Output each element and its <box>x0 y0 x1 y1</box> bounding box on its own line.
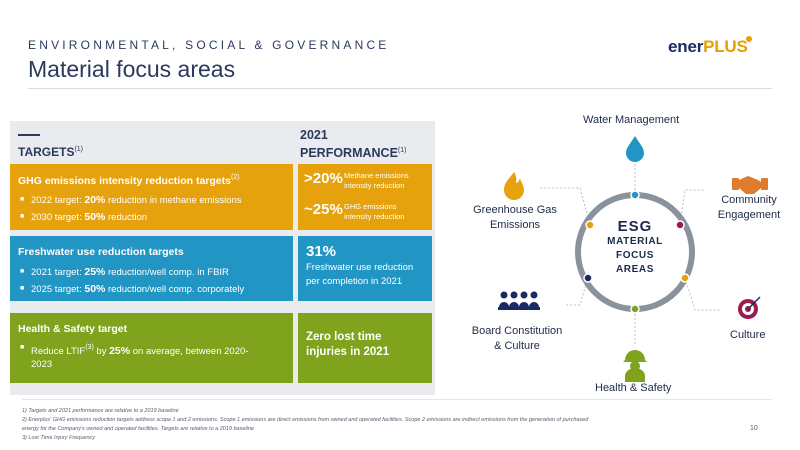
methane-performance: >20% Methane emissions intensity reductio… <box>304 170 409 191</box>
footnotes: 1) Targets and 2021 performance are rela… <box>22 407 722 443</box>
footer-divider <box>22 399 772 400</box>
targets-heading: TARGETS(1) <box>18 145 84 159</box>
page-number: 10 <box>750 425 758 432</box>
safety-performance-box: Zero lost time injuries in 2021 <box>298 313 432 383</box>
label-greenhouse-gas: Greenhouse Gas Emissions <box>473 204 557 231</box>
freshwater-performance-box: 31% Freshwater use reduction per completi… <box>298 236 432 301</box>
water-drop-icon <box>626 136 644 162</box>
list-item: ■ 2025 target: 50% reduction/well comp. c… <box>20 283 245 295</box>
freshwater-performance-description: Freshwater use reduction per completion i… <box>306 262 414 287</box>
list-item: ■ 2022 target: 20% reduction in methane e… <box>20 194 242 206</box>
freshwater-performance-value: 31% <box>306 243 337 260</box>
title-divider <box>28 88 772 89</box>
footnote: 3) Lost Time Injury Frequency <box>22 435 96 441</box>
logo-accent: PLUS <box>703 37 748 56</box>
community-dot <box>675 220 685 230</box>
footnote: 1) Targets and 2021 performance are rela… <box>22 408 179 414</box>
esg-diagram: ESG MATERIAL FOCUS AREAS Water Managemen… <box>440 100 800 400</box>
footnote: 2) Enerplus' GHG emissions reduction tar… <box>22 417 589 423</box>
performance-heading: 2021 PERFORMANCE(1) <box>300 128 407 160</box>
target-icon <box>738 296 761 319</box>
handshake-icon <box>732 176 768 194</box>
ghg-dot <box>585 220 595 230</box>
safety-target-box: Health & Safety target ■ Reduce LTIF(3) b… <box>10 313 293 383</box>
flame-icon <box>504 172 524 200</box>
label-water-management: Water Management <box>583 114 680 126</box>
safety-dot <box>630 304 640 314</box>
ghg-performance: ~25% GHG emissions intensity reduction <box>304 201 405 222</box>
freshwater-target-box: Freshwater use reduction targets ■ 2021 t… <box>10 236 293 301</box>
logo-dot-icon <box>745 36 752 42</box>
esg-center-label: ESG MATERIAL FOCUS AREAS <box>607 218 663 275</box>
ghg-target-title: GHG emissions intensity reduction target… <box>18 174 240 187</box>
section-eyebrow: ENVIRONMENTAL, SOCIAL & GOVERNANCE <box>28 38 390 52</box>
label-board-constitution: Board Constitution & Culture <box>471 325 563 352</box>
label-culture: Culture <box>730 329 766 341</box>
ghg-target-box: GHG emissions intensity reduction target… <box>10 164 293 230</box>
culture-dot <box>680 273 690 283</box>
page-title: Material focus areas <box>28 56 236 82</box>
water-dot <box>630 190 640 200</box>
logo-main: ener <box>668 37 704 56</box>
targets-heading-rule <box>18 134 40 136</box>
footnote: energy for the Company's owned and opera… <box>22 426 254 432</box>
label-community-engagement: Community Engagement <box>717 194 781 221</box>
board-dot <box>583 273 593 283</box>
freshwater-target-title: Freshwater use reduction targets <box>18 246 184 258</box>
label-health-safety: Health & Safety <box>595 382 672 394</box>
esg-diagram-graphic <box>498 136 768 382</box>
safety-target-title: Health & Safety target <box>18 323 128 335</box>
company-logo: enerPLUS <box>668 36 752 57</box>
board-people-icon <box>498 291 540 310</box>
ghg-performance-box: >20% Methane emissions intensity reductio… <box>298 164 432 230</box>
list-item: ■ 2021 target: 25% reduction/well comp. i… <box>20 266 229 278</box>
list-item: ■ 2030 target: 50% reduction <box>20 211 148 223</box>
safety-performance-text: Zero lost time injuries in 2021 <box>306 331 390 358</box>
list-item: ■ Reduce LTIF(3) by 25% on average, betwe… <box>20 344 249 370</box>
hard-hat-worker-icon <box>623 350 647 382</box>
